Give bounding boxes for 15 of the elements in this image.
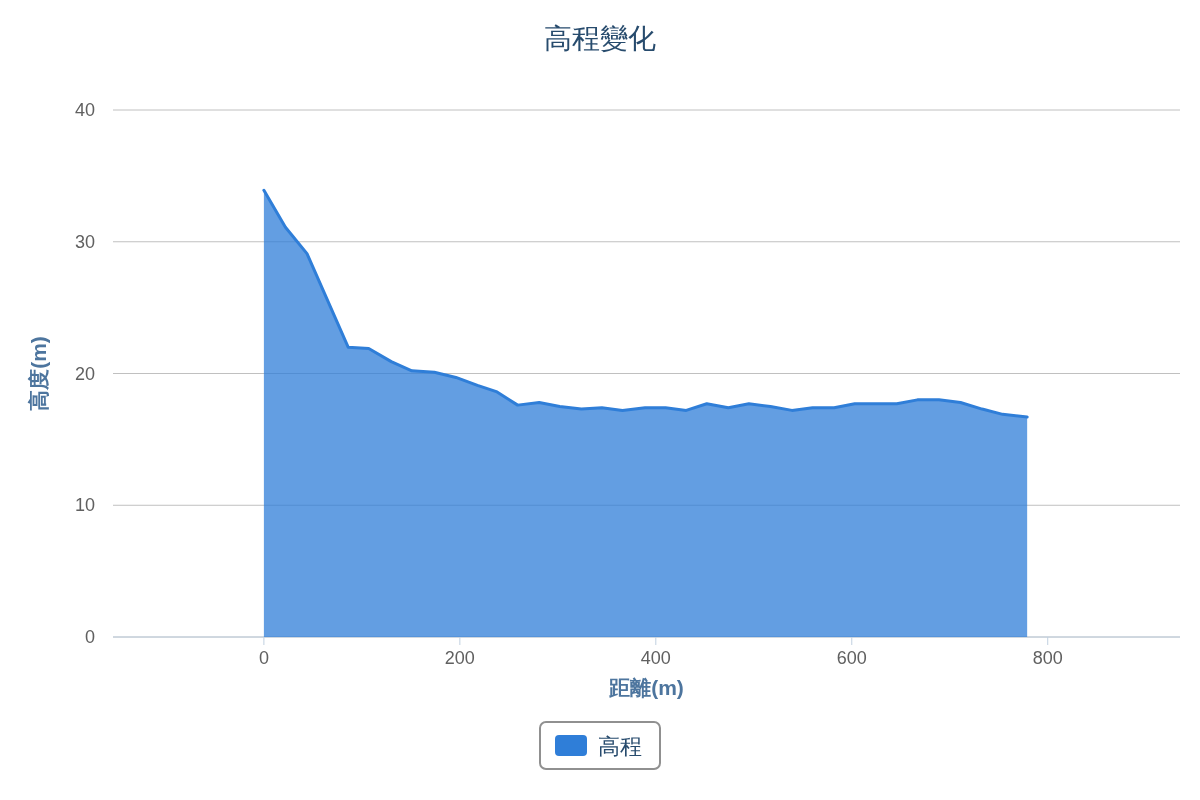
y-tick-label: 10 (74, 495, 95, 516)
x-tick-label: 200 (444, 648, 475, 668)
chart-title: 高程變化 (544, 23, 656, 54)
x-tick-label: 0 (258, 648, 269, 668)
x-tick-label: 600 (836, 648, 867, 668)
x-axis-title: 距離(m) (608, 676, 684, 699)
y-tick-label: 20 (74, 363, 95, 384)
y-tick-label: 40 (74, 100, 95, 120)
legend: 高程 (539, 721, 661, 770)
y-axis-title: 高度(m) (27, 336, 50, 411)
x-tick-label: 400 (640, 648, 671, 668)
y-tick-label: 0 (84, 627, 95, 647)
legend-label: 高程 (598, 734, 642, 759)
x-tick-label: 800 (1032, 648, 1063, 668)
y-tick-label: 30 (74, 231, 95, 252)
